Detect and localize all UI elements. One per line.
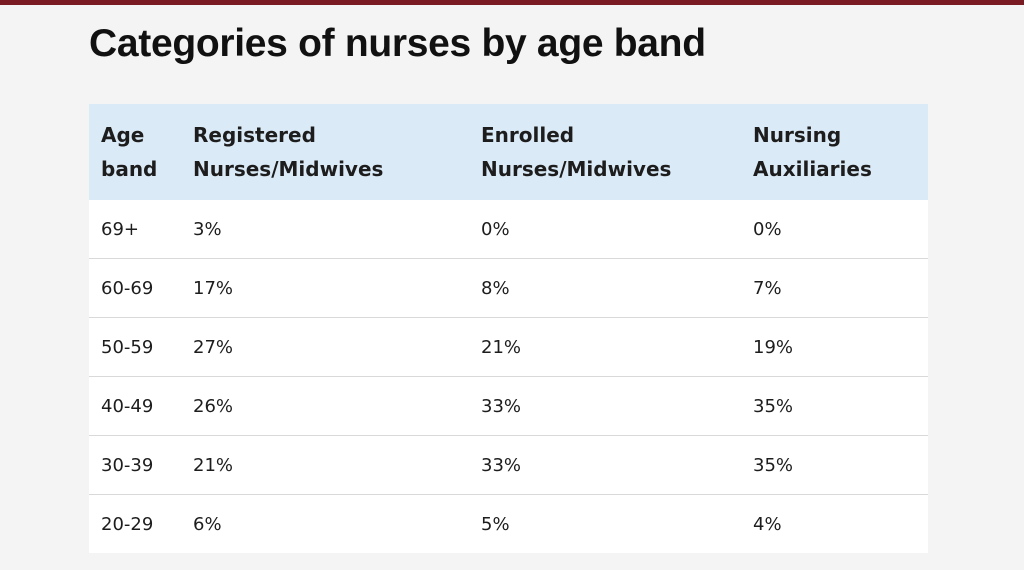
header-line: band: [101, 157, 158, 181]
cell-age-band: 20-29: [89, 494, 181, 553]
cell-enrolled: 0%: [481, 218, 510, 240]
header-line: Nursing: [753, 123, 842, 147]
cell-auxiliaries: 35%: [741, 376, 928, 436]
cell-registered: 27%: [181, 317, 469, 377]
cell-registered: 6%: [181, 494, 469, 553]
cell-registered: 17%: [181, 258, 469, 318]
cell-registered: 21%: [181, 435, 469, 495]
table-row: 60-69 17% 8% 7%: [89, 258, 928, 318]
top-accent-bar: [0, 0, 1024, 5]
cell-auxiliaries: 0%: [753, 218, 782, 240]
header-enrolled: Enrolled Nurses/Midwives: [469, 104, 741, 200]
nurses-age-table: Age band Registered Nurses/Midwives Enro…: [89, 104, 928, 553]
header-age-band: Age band: [89, 104, 181, 200]
cell-age-band: 60-69: [89, 258, 181, 318]
cell-enrolled: 5%: [469, 494, 741, 553]
table-row: 50-59 27% 21% 19%: [89, 317, 928, 377]
table-row: 40-49 26% 33% 35%: [89, 376, 928, 436]
cell-auxiliaries: 19%: [741, 317, 928, 377]
cell-age-band: 30-39: [89, 435, 181, 495]
header-registered: Registered Nurses/Midwives: [181, 104, 469, 200]
cell-registered: 3%: [193, 218, 222, 240]
header-line: Auxiliaries: [753, 157, 872, 181]
cell-registered: 26%: [181, 376, 469, 436]
data-table-container: Age band Registered Nurses/Midwives Enro…: [89, 104, 928, 553]
cell-enrolled: 33%: [469, 435, 741, 495]
cell-auxiliaries: 35%: [741, 435, 928, 495]
table-row: 20-29 6% 5% 4%: [89, 494, 928, 553]
table-header-row: Age band Registered Nurses/Midwives Enro…: [89, 104, 928, 200]
cell-enrolled: 21%: [469, 317, 741, 377]
cell-enrolled: 8%: [469, 258, 741, 318]
cell-auxiliaries: 7%: [741, 258, 928, 318]
header-line: Nurses/Midwives: [193, 157, 384, 181]
header-line: Enrolled: [481, 123, 575, 147]
cell-age-band: 40-49: [89, 376, 181, 436]
cell-age-band: 69+: [101, 218, 139, 240]
header-line: Age: [101, 123, 145, 147]
page-title: Categories of nurses by age band: [89, 22, 706, 65]
cell-enrolled: 33%: [469, 376, 741, 436]
table-body: 69+ 3% 0% 0% 60-69 17% 8% 7% 50-59 27% 21% 19% 40-49…: [89, 200, 928, 553]
cell-auxiliaries: 4%: [741, 494, 928, 553]
table-row: 30-39 21% 33% 35%: [89, 435, 928, 495]
header-line: Nurses/Midwives: [481, 157, 672, 181]
header-line: Registered: [193, 123, 316, 147]
table-row: 69+ 3% 0% 0%: [89, 200, 928, 259]
cell-age-band: 50-59: [89, 317, 181, 377]
header-auxiliaries: Nursing Auxiliaries: [741, 104, 928, 200]
